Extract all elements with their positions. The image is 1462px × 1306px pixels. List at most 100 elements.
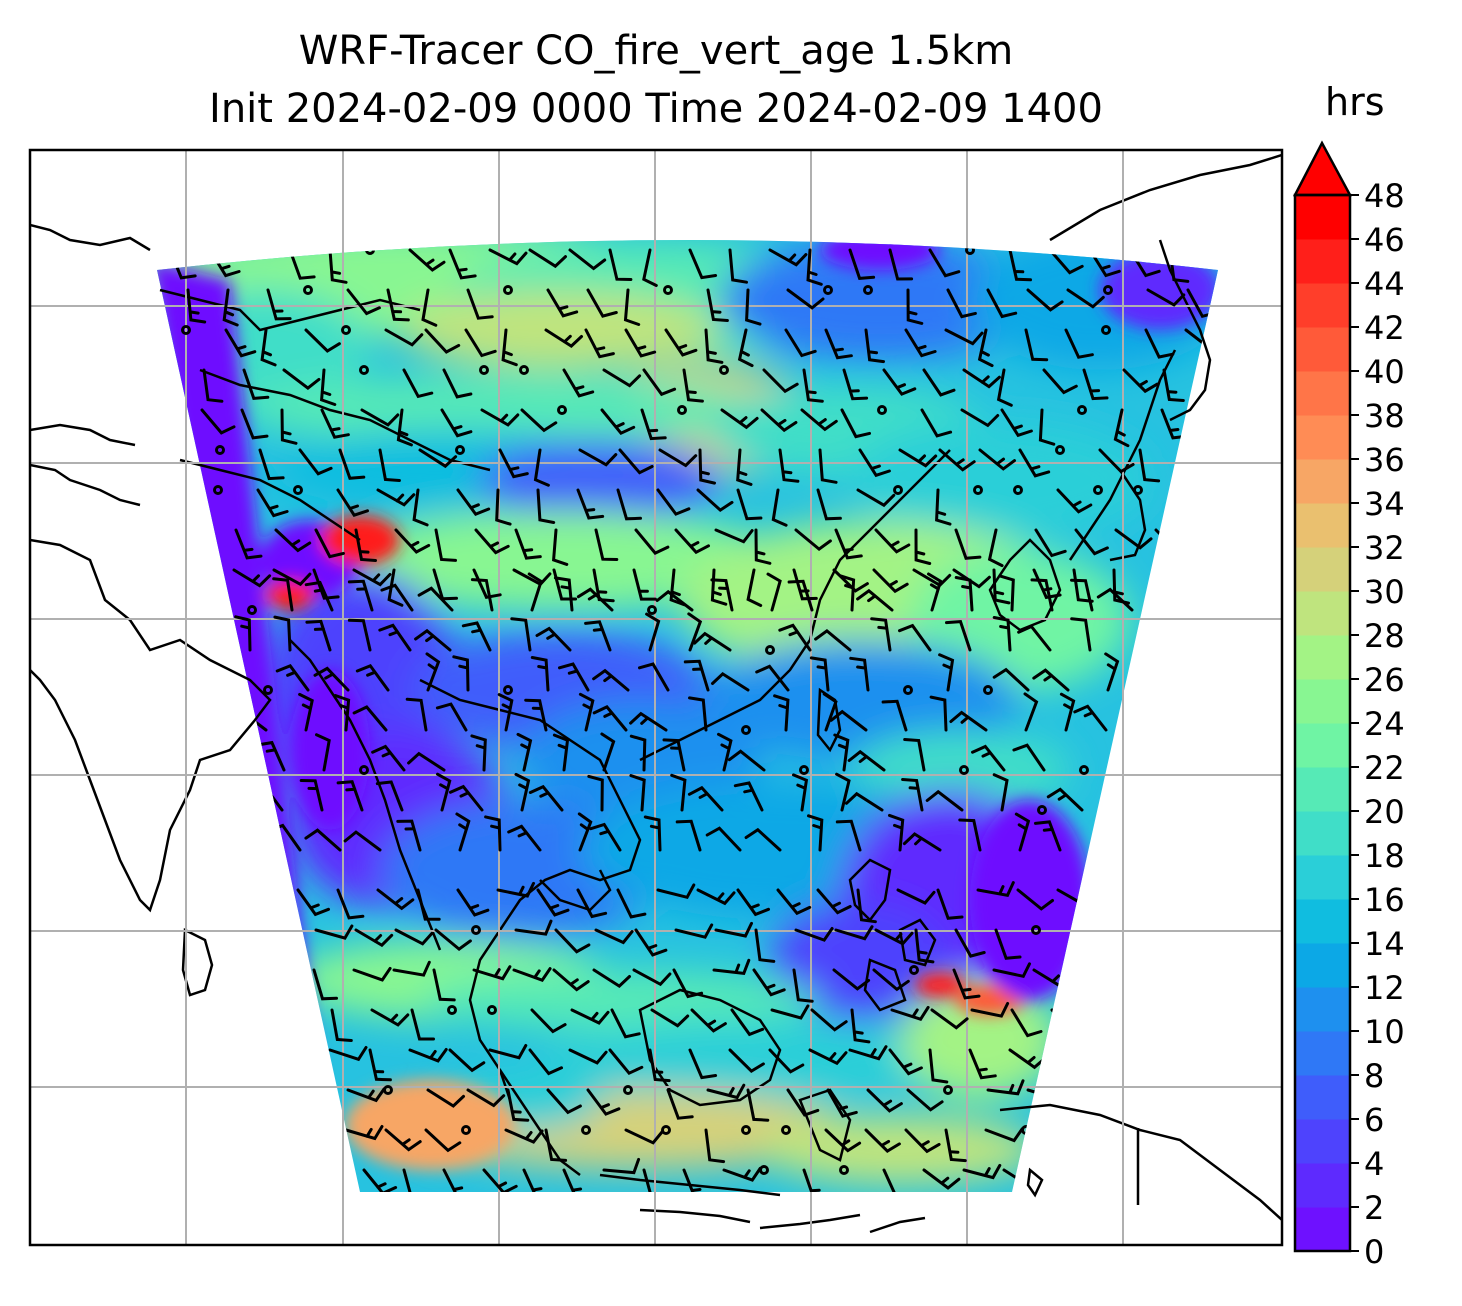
wind-barb (528, 248, 567, 269)
wind-barb (410, 1008, 435, 1041)
wind-barb (312, 968, 338, 1001)
wind-barb (866, 1088, 903, 1113)
wind-barb (674, 923, 714, 939)
wind-barb (890, 1005, 930, 1021)
wind-barb (822, 692, 838, 732)
wind-barb (970, 1002, 1010, 1018)
wind-barb (664, 328, 698, 357)
wind-barb (432, 968, 456, 1002)
colorbar-band (1295, 239, 1350, 284)
wind-barb (436, 772, 452, 812)
wind-barb (632, 968, 672, 987)
wind-barb (396, 408, 413, 447)
wind-barb (378, 448, 401, 482)
wind-barb (416, 888, 441, 921)
colorbar-tick-label: 48 (1364, 177, 1405, 215)
colorbar-tick-label: 18 (1364, 837, 1405, 875)
wind-barb (527, 572, 543, 612)
wind-barb (870, 617, 892, 652)
wind-barb (202, 368, 224, 403)
wind-barb (304, 328, 341, 353)
wind-barb (320, 408, 350, 439)
wind-barb (524, 698, 548, 732)
wind-barb (600, 732, 616, 772)
wind-barb (1114, 528, 1153, 550)
wind-barb (945, 620, 972, 652)
wind-barb (448, 248, 477, 280)
wind-barb (882, 368, 917, 396)
wind-barb (808, 1048, 848, 1066)
wind-barb (688, 696, 708, 732)
wind-barb-calm (215, 445, 225, 455)
wind-barb (629, 711, 668, 732)
wind-barb (520, 408, 558, 433)
wind-barb (996, 368, 1013, 407)
colorbar-tick-label: 4 (1364, 1145, 1384, 1183)
wind-barb (280, 408, 298, 445)
wind-barb-calm (557, 405, 567, 415)
colorbar-tick-label: 38 (1364, 397, 1405, 435)
colorbar-band (1295, 1031, 1350, 1076)
wind-barb (552, 968, 590, 992)
colorbar-tick-label: 10 (1364, 1013, 1405, 1051)
wind-barb (426, 1088, 465, 1108)
wind-barb (544, 1128, 568, 1162)
wind-barb-calm (181, 325, 191, 335)
coastlines (30, 153, 1282, 1234)
wind-barb (672, 968, 704, 999)
wind-barb (1146, 288, 1186, 307)
wind-barb (922, 1168, 961, 1190)
wind-barb (733, 781, 764, 812)
wind-barb (992, 773, 1009, 812)
map-title-line2: Init 2024-02-09 0000 Time 2024-02-09 140… (209, 86, 1103, 132)
wind-barb-calm (1093, 485, 1103, 495)
colorbar-tick-label: 46 (1364, 221, 1405, 259)
wind-barb (528, 784, 564, 812)
wind-barb (794, 528, 832, 551)
wind-barb (704, 328, 724, 364)
wind-barb (638, 662, 670, 692)
colorbar-band (1295, 415, 1350, 460)
wind-barb (682, 1168, 711, 1192)
wind-barb (346, 288, 381, 316)
wind-barb (824, 328, 853, 360)
wind-barb (754, 528, 772, 565)
wind-barb-calm (341, 325, 351, 335)
wind-barb-calm (823, 285, 833, 295)
wind-barb (792, 773, 809, 812)
wind-barb (368, 1048, 392, 1082)
wind-barb (712, 958, 751, 976)
wind-barb (848, 248, 876, 280)
wind-barb-calm (893, 485, 903, 495)
wind-barb (496, 881, 535, 898)
wind-barb (336, 488, 369, 517)
wind-barb-calm (877, 405, 887, 415)
wind-barb (952, 968, 981, 1000)
wind-barb (296, 888, 330, 917)
wind-barb (902, 832, 942, 852)
wind-barb (488, 1044, 528, 1060)
wind-barb (1070, 578, 1094, 612)
wind-barb (669, 568, 686, 607)
wind-barb (816, 888, 852, 915)
wind-barb (1000, 408, 1033, 438)
wind-barb (662, 738, 686, 772)
wind-barb (533, 448, 550, 487)
wind-barb (960, 408, 1000, 428)
wind-barb (658, 448, 698, 468)
colorbar-band (1295, 327, 1350, 372)
wind-barb (1026, 288, 1064, 312)
wind-barb (1034, 820, 1062, 852)
colorbar-tick-label: 26 (1364, 661, 1405, 699)
wind-barb (705, 826, 742, 852)
wind-barb (558, 662, 590, 692)
wind-barb (1056, 488, 1093, 514)
wind-barb (384, 328, 424, 347)
wind-barb (456, 888, 490, 917)
wind-barb (784, 328, 817, 358)
wind-barb (896, 888, 936, 905)
wind-barb (530, 656, 550, 692)
wind-barb (992, 667, 1030, 692)
wind-barb (275, 663, 310, 692)
wind-barb (360, 408, 400, 427)
